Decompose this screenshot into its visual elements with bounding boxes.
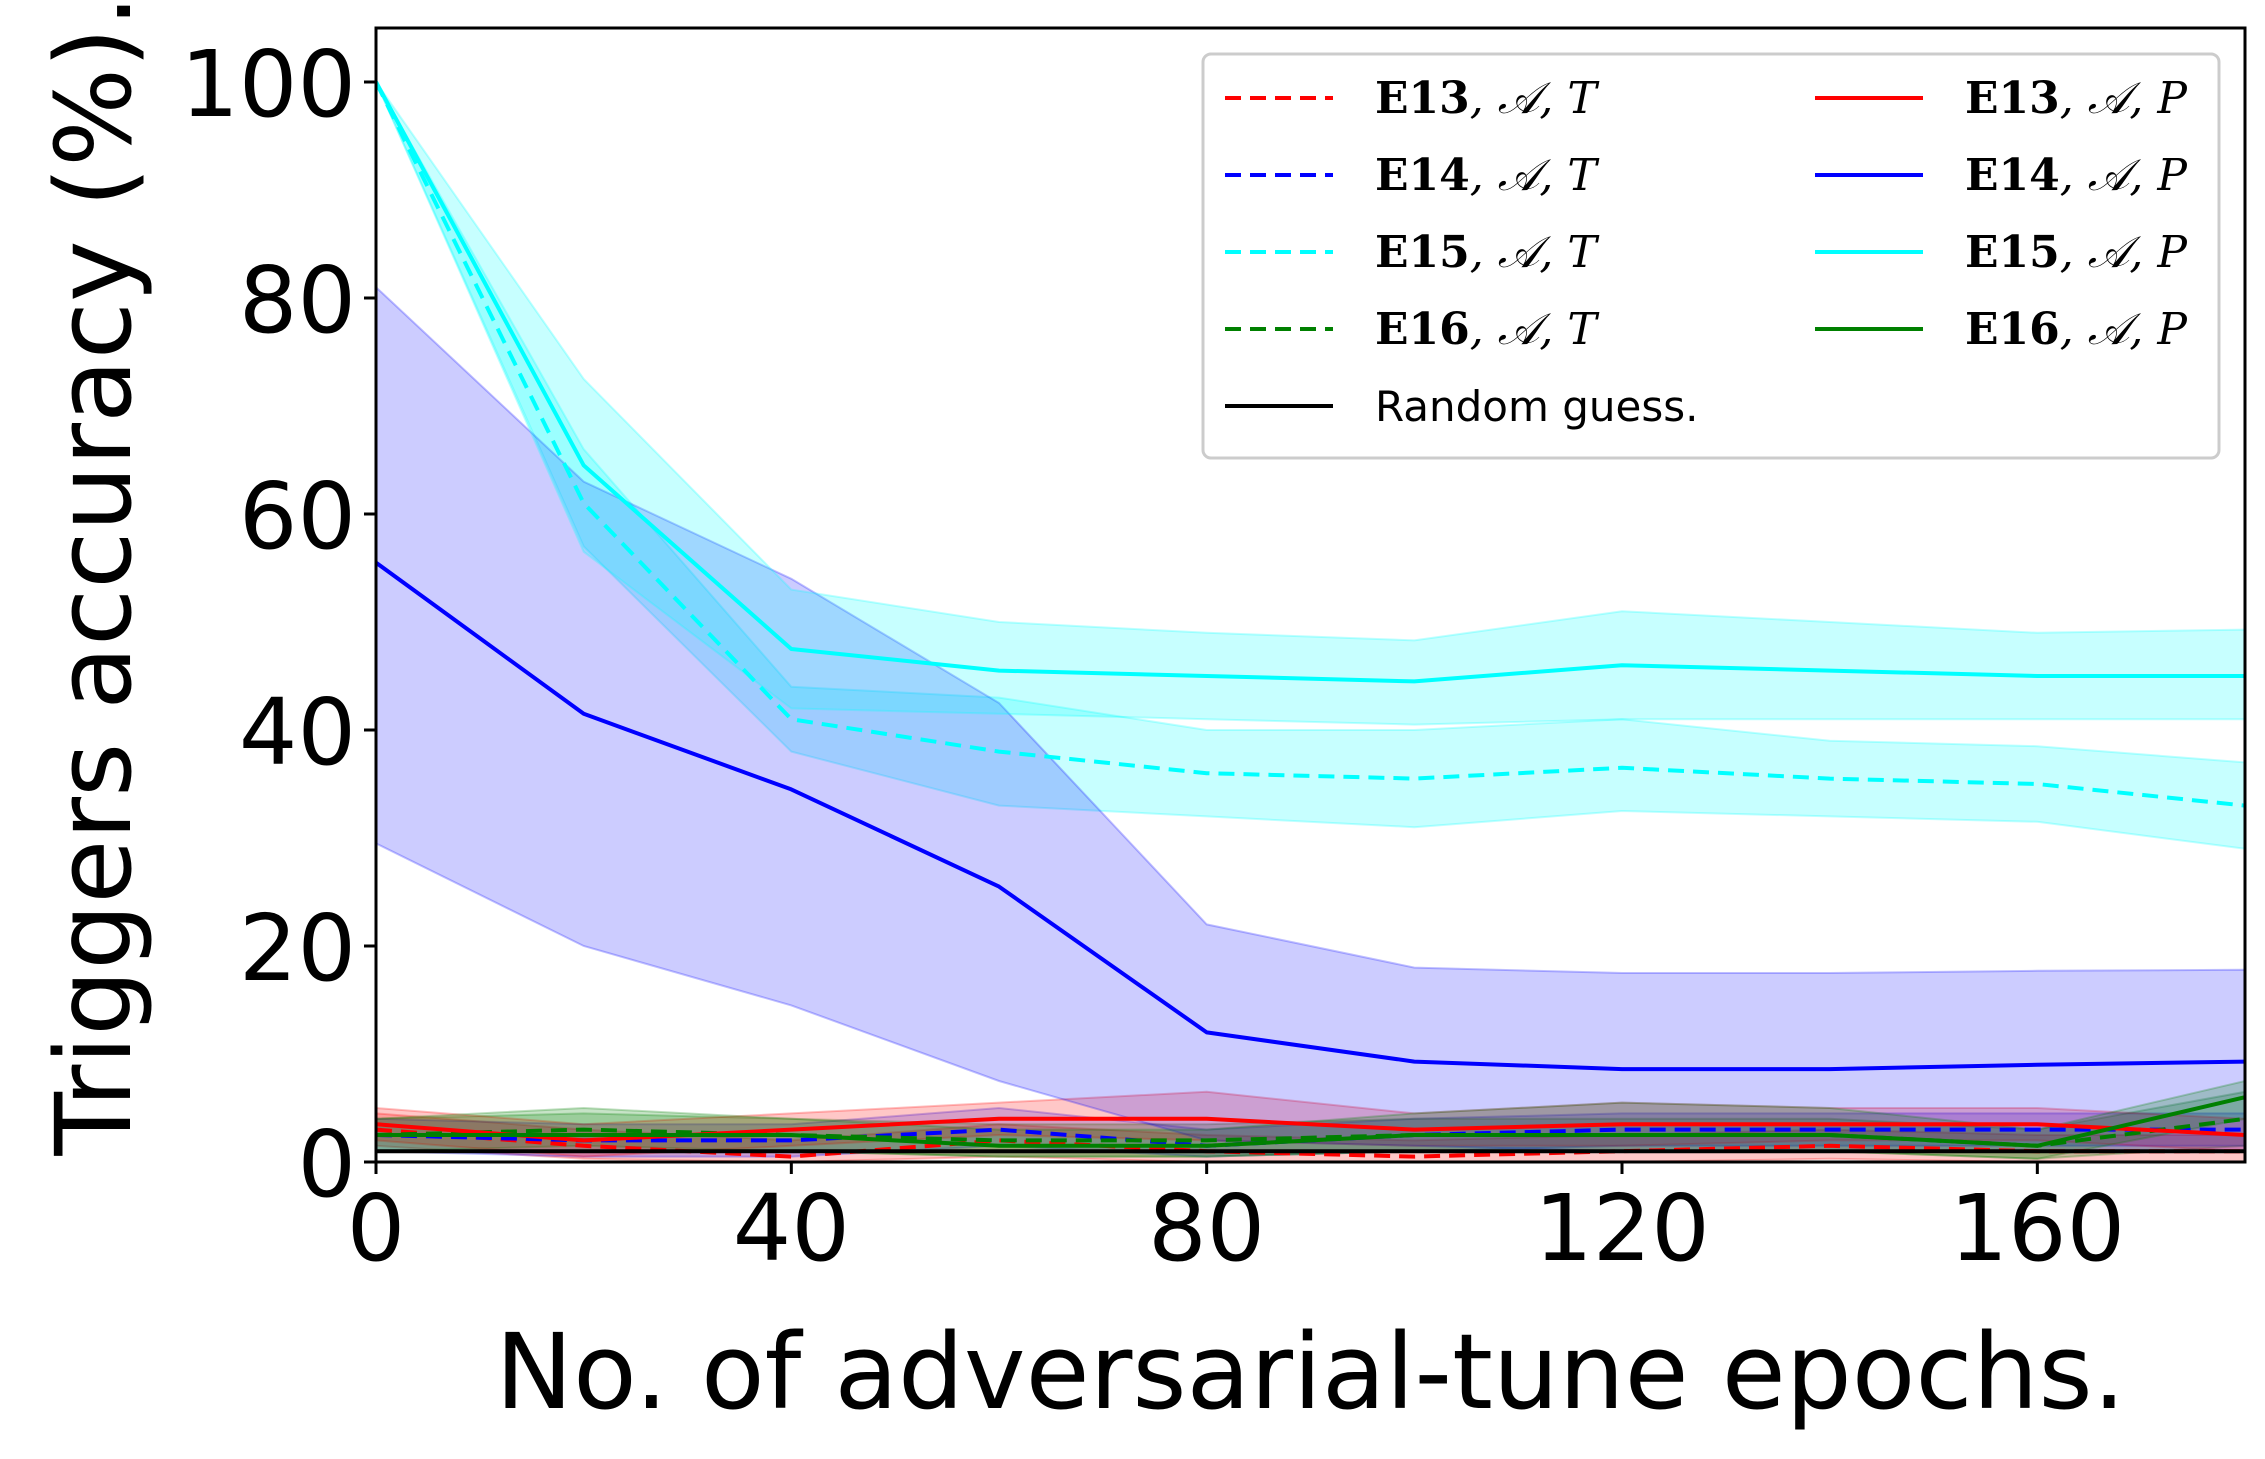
legend-box	[1201, 52, 2221, 460]
x-tick-label: 160	[1950, 1175, 2126, 1282]
x-tick-label: 0	[347, 1175, 406, 1282]
legend-item-e13-t: E13, 𝒜, T	[1225, 73, 1600, 124]
series-line-e15-a-p	[376, 81, 2245, 684]
x-tick-label: 120	[1534, 1175, 1710, 1282]
series-line-e16-a-p	[376, 1095, 2245, 1148]
legend-item-random-guess: Random guess.	[1225, 382, 1698, 431]
x-tick-label: 80	[1148, 1175, 1265, 1282]
y-tick-label: 0	[297, 1111, 356, 1218]
legend-label: E13, 𝒜, T	[1375, 73, 1600, 124]
legend-label: E15, 𝒜, T	[1375, 227, 1600, 278]
band-e15-a-t	[376, 81, 2245, 850]
legend-label: E13, 𝒜, P	[1965, 73, 2188, 124]
y-tick-label: 20	[239, 895, 356, 1002]
y-axis-label: Triggers accuracy (%).	[33, 0, 155, 1157]
legend-item-e16-p: E16, 𝒜, P	[1815, 304, 2188, 355]
legend: E13, 𝒜, T E14, 𝒜, T E15, 𝒜, T E16, 𝒜, T Rand…	[1201, 52, 2221, 460]
legend-label: E16, 𝒜, P	[1965, 304, 2188, 355]
band-e14-a-p	[376, 285, 2245, 1153]
legend-item-e16-t: E16, 𝒜, T	[1225, 304, 1600, 355]
y-axis-ticks: 0 20 40 60 80 100	[180, 31, 376, 1218]
legend-item-e14-p: E14, 𝒜, P	[1815, 150, 2188, 201]
band-e15-a-p	[376, 81, 2245, 726]
series-lines	[376, 81, 2245, 1159]
legend-item-e13-p: E13, 𝒜, P	[1815, 73, 2188, 124]
y-tick-label: 80	[239, 247, 356, 354]
legend-item-e15-t: E15, 𝒜, T	[1225, 227, 1600, 278]
y-tick-label: 60	[239, 463, 356, 570]
legend-label: E14, 𝒜, T	[1375, 150, 1600, 201]
x-axis-label: No. of adversarial-tune epochs.	[495, 1311, 2125, 1433]
legend-label: E16, 𝒜, T	[1375, 304, 1600, 355]
legend-item-e15-p: E15, 𝒜, P	[1815, 227, 2188, 278]
x-axis-ticks: 0 40 80 120 160	[347, 1162, 2125, 1282]
plot-frame	[374, 26, 2247, 1164]
legend-item-e14-t: E14, 𝒜, T	[1225, 150, 1600, 201]
legend-label: E15, 𝒜, P	[1965, 227, 2188, 278]
series-line-e15-a-t	[376, 81, 2245, 808]
y-tick-label: 100	[180, 31, 356, 138]
series-line-e14-a-p	[376, 560, 2245, 1072]
legend-label: E14, 𝒜, P	[1965, 150, 2188, 201]
x-tick-label: 40	[733, 1175, 850, 1282]
y-tick-label: 40	[239, 679, 356, 786]
legend-label: Random guess.	[1375, 382, 1698, 431]
